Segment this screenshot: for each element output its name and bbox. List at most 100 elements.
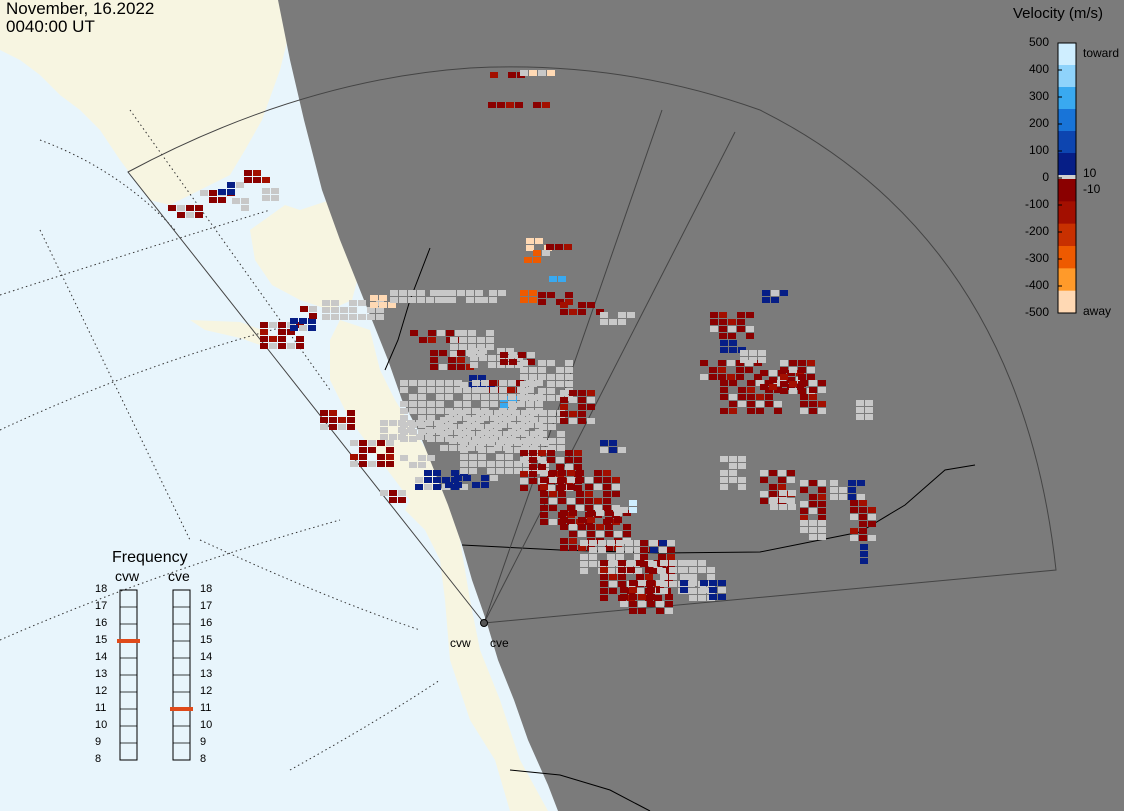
scatter-cell xyxy=(789,388,797,394)
scatter-cell xyxy=(520,478,528,484)
scatter-cell xyxy=(830,480,838,486)
scatter-cell xyxy=(400,422,408,428)
scatter-cell xyxy=(454,380,462,386)
scatter-cell xyxy=(418,401,426,407)
scatter-cell xyxy=(400,408,408,414)
scatter-cell xyxy=(818,480,826,486)
scatter-cell xyxy=(540,491,548,497)
scatter-cell xyxy=(629,587,637,593)
scatter-cell xyxy=(600,574,608,580)
scatter-cell xyxy=(587,418,595,424)
scatter-cell xyxy=(472,380,480,386)
scatter-cell xyxy=(578,309,586,315)
fov-outer-arc xyxy=(469,66,761,111)
scatter-cell xyxy=(427,387,435,393)
scatter-cell xyxy=(329,410,337,416)
velocity-legend-title: Velocity (m/s) xyxy=(1013,5,1104,22)
frequency-tick-label: 11 xyxy=(95,702,107,714)
scatter-cell xyxy=(709,580,717,586)
scatter-cell xyxy=(800,401,808,407)
scatter-cell xyxy=(747,394,755,400)
scatter-cell xyxy=(427,380,435,386)
scatter-cell xyxy=(547,457,555,463)
scatter-cell xyxy=(818,508,826,514)
scatter-cell xyxy=(738,394,746,400)
scatter-cell xyxy=(260,343,268,349)
scatter-cell xyxy=(616,540,624,546)
frequency-tick-label: 16 xyxy=(200,617,213,629)
velocity-tick-label: 0 xyxy=(1042,170,1049,184)
scatter-cell xyxy=(389,420,397,426)
scatter-cell xyxy=(548,417,556,423)
scatter-cell xyxy=(647,594,655,600)
scatter-cell xyxy=(539,431,547,437)
scatter-cell xyxy=(859,507,867,513)
scatter-cell xyxy=(629,500,637,506)
scatter-cell xyxy=(540,498,548,504)
scatter-cell xyxy=(262,188,270,194)
scatter-cell xyxy=(769,370,777,376)
scatter-cell xyxy=(508,401,516,407)
scatter-cell xyxy=(490,394,498,400)
scatter-cell xyxy=(436,408,444,414)
scatter-cell xyxy=(720,387,728,393)
scatter-cell xyxy=(765,394,773,400)
scatter-cell xyxy=(400,415,408,421)
scatter-cell xyxy=(472,394,480,400)
scatter-cell xyxy=(459,330,467,336)
scatter-cell xyxy=(557,431,565,437)
scatter-cell xyxy=(538,360,546,366)
scatter-cell xyxy=(770,497,778,503)
scatter-cell xyxy=(580,561,588,567)
scatter-cell xyxy=(665,601,673,607)
scatter-cell xyxy=(729,401,737,407)
scatter-cell xyxy=(565,367,573,373)
scatter-cell xyxy=(680,560,688,566)
scatter-cell xyxy=(560,545,568,551)
scatter-cell xyxy=(809,480,817,486)
scatter-cell xyxy=(457,357,465,363)
scatter-cell xyxy=(368,447,376,453)
graticule xyxy=(0,109,441,771)
scatter-cell xyxy=(788,504,796,510)
scatter-cell xyxy=(505,461,513,467)
scatter-cell xyxy=(209,190,217,196)
scatter-cell xyxy=(758,357,766,363)
scatter-cell xyxy=(857,480,865,486)
scatter-cell xyxy=(505,447,513,453)
scatter-cell xyxy=(430,350,438,356)
scatter-cell xyxy=(605,517,613,523)
scatter-cell xyxy=(507,387,515,393)
scatter-cell xyxy=(587,302,595,308)
yukon-coast xyxy=(250,200,360,310)
scatter-cell xyxy=(756,408,764,414)
scatter-cell xyxy=(463,401,471,407)
scatter-cell xyxy=(603,484,611,490)
scatter-cell xyxy=(576,505,584,511)
scatter-cell xyxy=(560,397,568,403)
scatter-cell xyxy=(789,381,797,387)
scatter-cell xyxy=(800,480,808,486)
scatter-cell xyxy=(798,367,806,373)
scatter-cell xyxy=(578,411,586,417)
scatter-cell xyxy=(349,314,357,320)
scatter-cell xyxy=(729,408,737,414)
scatter-cell xyxy=(347,424,355,430)
scatter-cell xyxy=(548,410,556,416)
scatter-cell xyxy=(560,411,568,417)
scatter-cell xyxy=(350,454,358,460)
scatter-cell xyxy=(720,456,728,462)
scatter-cell xyxy=(607,554,615,560)
scatter-cell xyxy=(596,524,604,530)
scatter-cell xyxy=(569,545,577,551)
scatter-cell xyxy=(745,367,753,373)
scatter-cell xyxy=(689,560,697,566)
scatter-cell xyxy=(376,307,384,313)
frequency-bars xyxy=(117,589,193,761)
scatter-cell xyxy=(736,367,744,373)
scatter-cell xyxy=(818,520,826,526)
scatter-cell xyxy=(738,456,746,462)
scatter-cell xyxy=(600,581,608,587)
vancouver-island xyxy=(405,500,458,548)
